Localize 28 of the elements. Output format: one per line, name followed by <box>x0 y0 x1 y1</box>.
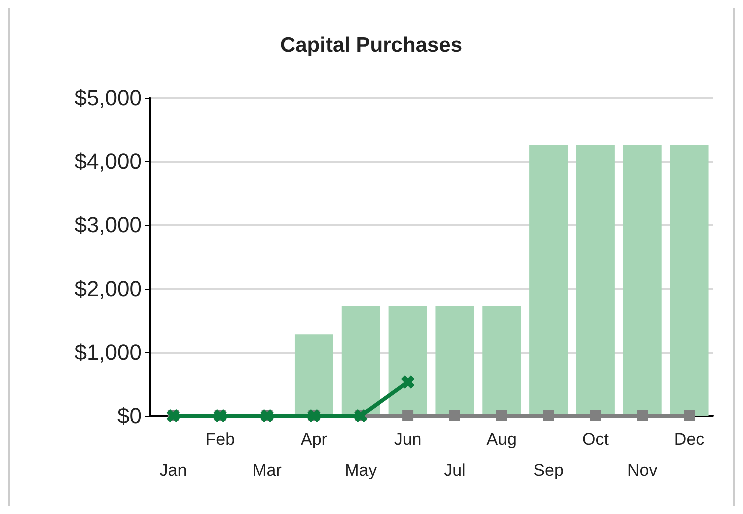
x-tick-label: Aug <box>486 430 517 449</box>
y-tick-label: $0 <box>118 404 142 428</box>
bar <box>482 306 522 416</box>
x-tick-label: Jun <box>394 430 422 449</box>
y-tick-label: $5,000 <box>74 86 142 110</box>
y-tick-label: $4,000 <box>74 149 142 174</box>
bar <box>294 334 334 416</box>
x-tick-label: Feb <box>206 430 236 449</box>
bar <box>388 306 428 416</box>
chart-title: Capital Purchases <box>280 34 463 57</box>
y-tick-label: $1,000 <box>74 340 142 365</box>
bar <box>576 145 615 416</box>
x-tick-label: Nov <box>628 461 658 480</box>
x-tick-label: Dec <box>674 430 706 449</box>
bar <box>623 145 662 416</box>
bar <box>342 306 380 416</box>
bar <box>436 306 474 416</box>
bar <box>670 145 709 416</box>
x-tick-label: Mar <box>252 461 282 480</box>
bar <box>530 145 568 416</box>
x-tick-label: Apr <box>300 430 328 449</box>
x-tick-label: Sep <box>534 461 564 480</box>
y-tick-label: $3,000 <box>74 212 142 238</box>
x-tick-label: Jan <box>160 461 188 480</box>
x-tick-label: May <box>345 461 378 480</box>
x-tick-label: Jul <box>444 461 466 480</box>
y-tick-label: $2,000 <box>74 276 142 302</box>
x-tick-label: Oct <box>582 430 610 449</box>
